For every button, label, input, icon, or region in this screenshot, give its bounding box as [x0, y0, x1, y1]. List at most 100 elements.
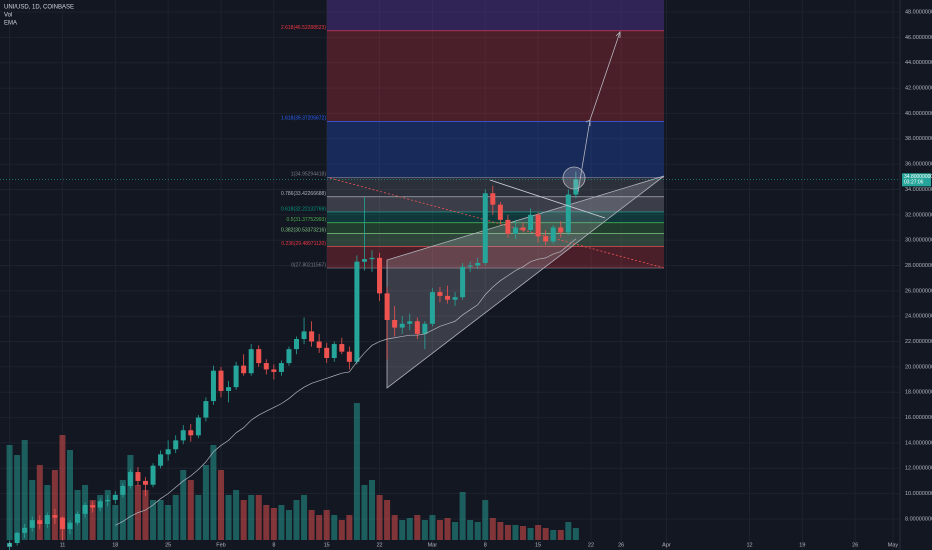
ema-line: [115, 238, 577, 526]
candle-body: [377, 257, 383, 294]
volume-bar: [14, 455, 21, 540]
candle-body: [294, 338, 300, 350]
x-tick-label: 15: [324, 542, 330, 548]
volume-bar: [474, 522, 481, 540]
candle-body: [399, 323, 405, 328]
volume-bar: [391, 515, 398, 540]
y-tick-label: 8.00000000: [905, 516, 932, 522]
x-tick-label: 11: [60, 542, 66, 548]
x-tick-label: 18: [112, 542, 118, 548]
volume-bar: [21, 440, 28, 540]
candle-body: [210, 370, 216, 402]
y-tick-label: 12.00000000: [905, 466, 932, 472]
volume-bar: [66, 450, 73, 540]
candle-body: [263, 363, 269, 370]
volume-bar: [29, 480, 36, 540]
volume-bar: [233, 490, 240, 540]
candle-body: [271, 369, 277, 372]
volume-bar: [497, 522, 504, 540]
fib-zone: [327, 30, 664, 122]
x-tick-label: Mar: [428, 542, 438, 548]
volume-bar: [572, 528, 579, 540]
volume-bar: [346, 515, 353, 540]
candle-body: [565, 194, 571, 233]
candle-body: [7, 543, 13, 547]
x-tick-label: 26: [852, 542, 858, 548]
candle-body: [384, 293, 390, 320]
fib-label: 0.236(29.48971120): [281, 241, 326, 247]
candle-body: [203, 401, 209, 418]
volume-bar: [301, 495, 308, 540]
candles: [7, 171, 579, 550]
candle-body: [316, 341, 322, 348]
y-tick-label: 46.00000000: [905, 35, 932, 41]
volume-bar: [240, 500, 247, 540]
volume-bar: [255, 495, 262, 540]
x-tick-label: May: [888, 542, 899, 548]
candle-body: [535, 214, 541, 237]
candle-body: [460, 266, 466, 298]
volume-bar: [157, 500, 164, 540]
candle-body: [248, 349, 254, 374]
volume-bar: [421, 520, 428, 540]
candle-body: [429, 292, 435, 324]
y-tick-label: 18.00000000: [905, 390, 932, 396]
y-tick-label: 36.00000000: [905, 162, 932, 168]
candle-body: [218, 370, 224, 391]
fib-retracement: 0(27.80211567) 0.236(29.48971120) 0.382(30…: [281, 0, 664, 269]
candle-body: [142, 480, 148, 485]
volume-bar: [414, 515, 421, 540]
countdown-label: 03:27:06: [904, 180, 924, 186]
candle-body: [482, 193, 488, 263]
candle-body: [22, 527, 28, 533]
candle-body: [475, 262, 481, 266]
candle-body: [278, 363, 284, 372]
candle-body: [422, 323, 428, 334]
x-tick-label: 19: [799, 542, 805, 548]
y-tick-label: 16.00000000: [905, 415, 932, 421]
x-tick-label: 12: [746, 542, 752, 548]
y-tick-label: 42.00000000: [905, 86, 932, 92]
volume-bar: [150, 500, 157, 540]
candle-body: [75, 513, 81, 523]
grid: [0, 0, 900, 550]
y-tick-label: 48.00000000: [905, 9, 932, 15]
fib-zone: [327, 0, 664, 31]
candle-body: [339, 344, 345, 352]
candle-body: [120, 486, 126, 495]
volume-bar: [459, 492, 466, 540]
candle-body: [37, 520, 43, 525]
y-tick-label: 34.00000000: [905, 187, 932, 193]
volume-bar: [338, 520, 345, 540]
candle-body: [512, 227, 518, 234]
candle-body: [414, 321, 420, 334]
fib-zone: [327, 233, 664, 247]
candle-body: [301, 331, 307, 339]
volume-bar: [172, 495, 179, 540]
x-tick-label: 4: [8, 542, 11, 548]
candle-body: [52, 515, 58, 518]
volume-bar: [384, 500, 391, 540]
candle-body: [520, 227, 526, 231]
candle-body: [82, 505, 88, 514]
candle-body: [59, 517, 65, 530]
candle-body: [490, 193, 496, 205]
candle-body: [392, 319, 398, 328]
candle-body: [331, 344, 337, 359]
fib-label: 0.5(31.37752993): [287, 217, 327, 223]
candle-body: [543, 236, 549, 242]
y-tick-label: 38.00000000: [905, 136, 932, 142]
volume-bar: [97, 495, 104, 540]
candle-body: [497, 204, 503, 220]
ema: [115, 238, 577, 526]
volume-bar: [376, 495, 383, 540]
volume-bar: [210, 445, 217, 540]
volume-bar: [119, 480, 126, 540]
last-price-box: [902, 173, 931, 187]
candle-body: [158, 454, 164, 466]
candle-body: [90, 505, 96, 508]
y-tick-label: 20.00000000: [905, 364, 932, 370]
arrow-head: [585, 119, 591, 126]
candle-body: [452, 297, 458, 300]
